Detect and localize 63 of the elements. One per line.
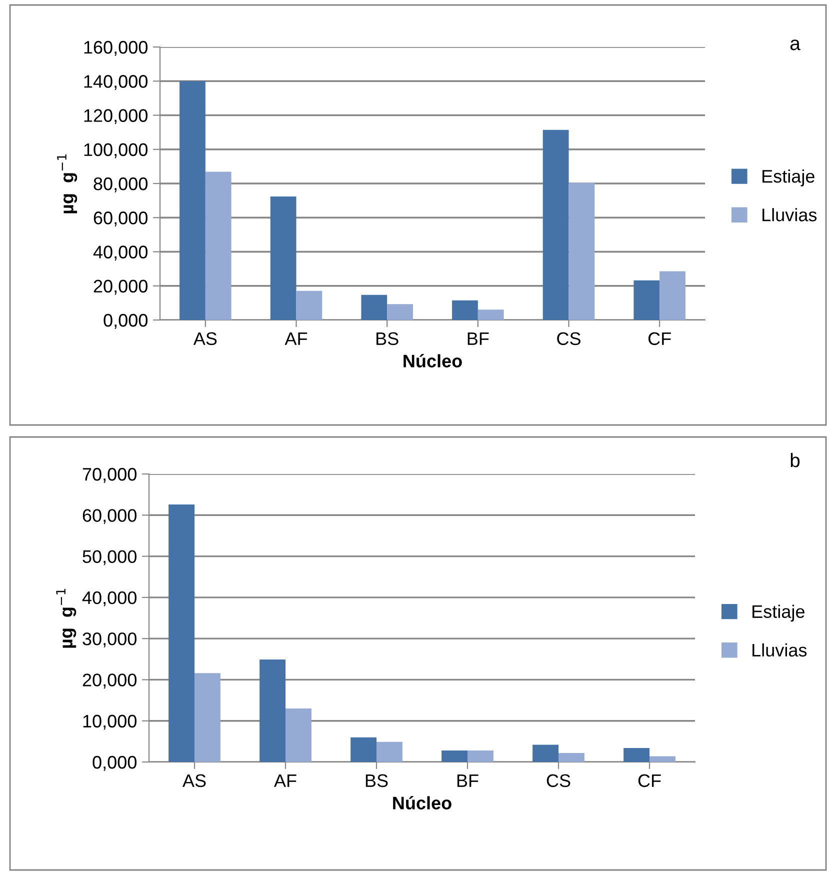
text: a xyxy=(790,40,800,50)
bar xyxy=(568,182,595,320)
y-tick-label: 60,000 xyxy=(94,212,148,226)
legend-label: Estiaje xyxy=(752,604,804,622)
x-tick-label: CS xyxy=(557,332,580,346)
legend-label: Lluvias xyxy=(762,208,817,222)
y-tick-label: 120,000 xyxy=(84,109,148,124)
bar xyxy=(376,742,402,762)
x-tick-label: BS xyxy=(376,332,398,346)
bar xyxy=(270,196,296,320)
y-tick-label: 30,000 xyxy=(82,632,136,648)
x-tick-label: AS xyxy=(182,774,206,788)
y-tick-label: 70,000 xyxy=(82,468,136,483)
bar xyxy=(260,660,286,762)
bar xyxy=(180,81,206,320)
bar xyxy=(286,708,312,762)
bar xyxy=(205,172,232,320)
y-tick-label: 80,000 xyxy=(94,177,148,192)
y-tick-label: 40,000 xyxy=(93,246,148,261)
x-tick-label: BS xyxy=(366,774,388,788)
y-tick-label: 40,000 xyxy=(82,591,136,606)
bar xyxy=(624,748,650,762)
bar xyxy=(650,756,676,762)
bar xyxy=(361,294,388,320)
bar xyxy=(634,280,660,320)
bar xyxy=(452,300,478,320)
bar xyxy=(558,752,584,762)
y-tick-label: 160,000 xyxy=(84,40,148,56)
y-tick-label: 20,000 xyxy=(94,280,148,295)
bar xyxy=(350,737,376,762)
y-axis-title: µg g$^{−1}$ xyxy=(56,588,76,648)
bar xyxy=(168,504,194,762)
y-tick-label: 10,000 xyxy=(83,714,136,730)
x-tick-label: BF xyxy=(457,774,478,787)
y-tick-label: 50,000 xyxy=(82,550,136,566)
x-tick-label: AF xyxy=(284,332,308,345)
bar xyxy=(468,750,494,762)
y-axis-title: µg g$^{−1}$ xyxy=(57,154,78,214)
y-tick-label: 60,000 xyxy=(82,509,136,524)
bar xyxy=(442,750,468,762)
bar xyxy=(660,271,686,320)
legend-label: Estiaje xyxy=(762,169,814,186)
y-tick-label: 140,000 xyxy=(84,75,148,90)
bar xyxy=(542,130,569,320)
x-tick-label: AS xyxy=(193,332,217,346)
y-tick-label: 0,000 xyxy=(92,756,136,771)
x-axis-title: Núcleo xyxy=(393,796,452,810)
bar xyxy=(296,290,322,320)
y-tick-label: 100,000 xyxy=(84,143,148,158)
x-tick-label: CS xyxy=(546,774,570,788)
x-tick-label: AF xyxy=(274,774,296,787)
bar xyxy=(478,310,504,320)
x-tick-label: CF xyxy=(648,332,671,346)
x-tick-label: CF xyxy=(638,774,661,788)
x-axis-title: Núcleo xyxy=(404,354,462,368)
x-tick-label: BF xyxy=(468,332,489,345)
bar xyxy=(532,744,558,762)
bar xyxy=(194,673,220,762)
y-tick-label: 20,000 xyxy=(82,674,136,689)
text: b xyxy=(790,452,800,468)
bar xyxy=(387,304,413,320)
legend-label: Lluvias xyxy=(752,643,807,657)
y-tick-label: 0,000 xyxy=(104,314,148,329)
